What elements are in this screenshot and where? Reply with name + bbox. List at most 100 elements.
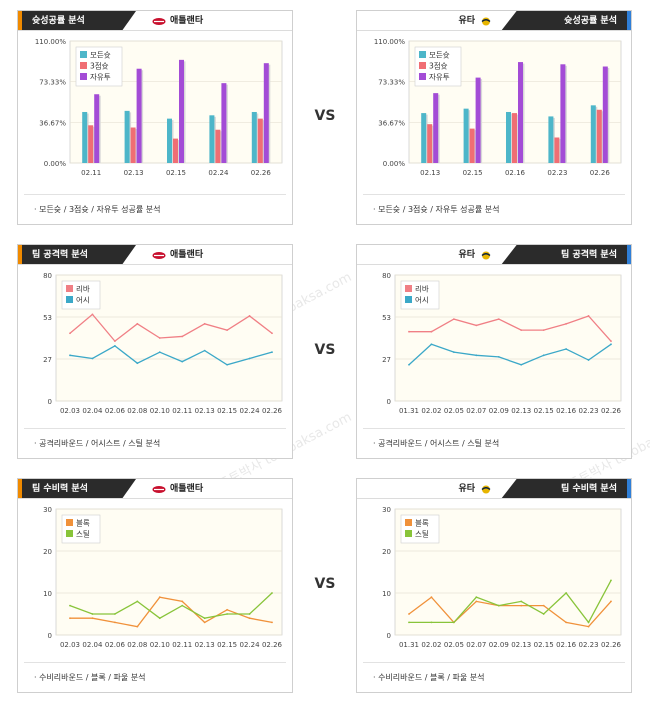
data-point	[69, 354, 71, 357]
data-point	[610, 600, 612, 603]
panel-footer: · 수비리바운드 / 블록 / 파울 분석	[363, 662, 625, 692]
team-name: 애틀랜타	[170, 250, 204, 260]
series-line	[69, 313, 273, 343]
x-tick-label: 02.23	[547, 169, 567, 177]
legend-label: 블록	[415, 519, 429, 528]
jazz-logo-icon	[481, 251, 491, 259]
panel-header: 팀 공격력 분석 애틀랜타	[18, 245, 292, 265]
data-point	[520, 600, 523, 603]
data-point	[610, 343, 612, 346]
data-point	[520, 363, 523, 366]
team-name: 유타	[458, 16, 475, 26]
x-tick-label: 02.04	[82, 641, 103, 649]
data-point	[587, 625, 590, 628]
panel-header: 유타 팀 공격력 분석	[357, 245, 631, 265]
bar	[263, 63, 269, 163]
data-point	[610, 340, 612, 343]
chart-area: 0.00% 36.67% 73.33% 110.00% 02.11 02.13 02.15 0…	[35, 38, 283, 177]
legend-label: 자유투	[90, 73, 111, 82]
bar	[590, 105, 596, 163]
data-point	[475, 596, 478, 599]
bar	[88, 125, 94, 163]
data-point	[430, 343, 433, 346]
y-tick-label: 10	[43, 590, 52, 598]
bar	[596, 109, 602, 163]
jazz-logo-icon	[481, 17, 491, 25]
x-tick-label: 01.31	[399, 641, 419, 649]
data-point	[91, 613, 94, 615]
data-point	[181, 335, 184, 338]
data-point	[91, 617, 94, 620]
legend-label: 리바	[76, 284, 90, 294]
hawks-logo-icon	[152, 485, 166, 493]
x-tick-label: 02.13	[195, 407, 215, 415]
data-point	[248, 315, 251, 317]
data-point	[497, 356, 500, 358]
x-tick-label: 02.13	[511, 407, 531, 415]
data-point	[136, 600, 139, 603]
bar	[251, 111, 257, 163]
data-point	[610, 579, 612, 582]
data-point	[113, 613, 116, 615]
bar	[257, 118, 263, 163]
legend-swatch	[66, 530, 73, 537]
data-point	[452, 621, 455, 624]
y-tick-label: 0.00%	[44, 160, 67, 168]
x-tick-label: 02.26	[262, 641, 283, 649]
x-tick-label: 02.15	[166, 169, 186, 177]
bar	[427, 124, 433, 163]
x-tick-label: 02.26	[601, 407, 622, 415]
x-tick-label: 02.11	[172, 641, 192, 649]
bar	[602, 66, 608, 163]
x-tick-label: 02.09	[489, 641, 509, 649]
legend-swatch	[419, 51, 426, 58]
y-tick-label: 0	[48, 398, 52, 406]
vs-label: VS	[314, 108, 336, 124]
bar	[421, 113, 427, 163]
chart-area: 0.00% 36.67% 73.33% 110.00% 02.13 02.15 02.16 0…	[374, 38, 622, 177]
y-tick-label: 30	[382, 506, 391, 514]
x-tick-label: 02.13	[195, 641, 215, 649]
bar	[469, 128, 475, 163]
x-tick-label: 02.24	[240, 407, 261, 415]
legend-label: 모든슛	[429, 51, 450, 60]
legend-swatch	[405, 530, 412, 537]
legend-swatch	[80, 62, 87, 69]
x-tick-label: 02.02	[421, 407, 441, 415]
x-tick-label: 02.10	[150, 407, 170, 415]
legend-box	[61, 514, 101, 544]
y-tick-label: 30	[43, 506, 52, 514]
data-point	[69, 617, 71, 620]
data-point	[565, 348, 568, 350]
data-point	[587, 315, 590, 317]
y-tick-label: 27	[382, 356, 391, 364]
data-point	[452, 318, 455, 320]
data-point	[158, 617, 161, 620]
y-tick-label: 53	[43, 314, 52, 322]
panel-defense-utah: 유타 팀 수비력 분석 0 10 20 30 01.31 02.02 02.05 02.07 0…	[356, 478, 632, 693]
x-tick-label: 02.07	[466, 407, 486, 415]
y-tick-label: 0	[48, 632, 52, 640]
team-label: 애틀랜타	[152, 11, 203, 31]
panel-footer: · 수비리바운드 / 블록 / 파울 분석	[24, 662, 286, 692]
legend-label: 자유투	[429, 73, 450, 82]
data-point	[203, 621, 206, 624]
bar	[560, 64, 566, 163]
data-point	[430, 596, 433, 599]
data-point	[565, 592, 568, 594]
y-tick-label: 73.33%	[378, 79, 405, 87]
panel-defense-atlanta: 팀 수비력 분석 애틀랜타 0 10 20 30 02.03 02.04 02.06 02.0…	[17, 478, 293, 693]
bar	[94, 94, 100, 163]
x-tick-label: 02.08	[127, 407, 147, 415]
panel-shooting-utah: 유타 슛성공률 분석 0.00% 36.67% 73.33% 110.00% 02.13…	[356, 10, 632, 225]
y-tick-label: 20	[43, 548, 52, 556]
jazz-logo-icon	[481, 485, 491, 493]
data-point	[520, 329, 523, 332]
x-tick-label: 02.03	[60, 407, 80, 415]
panel-title: 팀 공격력 분석	[501, 245, 631, 265]
data-point	[226, 613, 229, 615]
data-point	[271, 621, 273, 624]
data-point	[181, 360, 184, 363]
bar	[475, 77, 481, 163]
data-point	[69, 604, 71, 607]
